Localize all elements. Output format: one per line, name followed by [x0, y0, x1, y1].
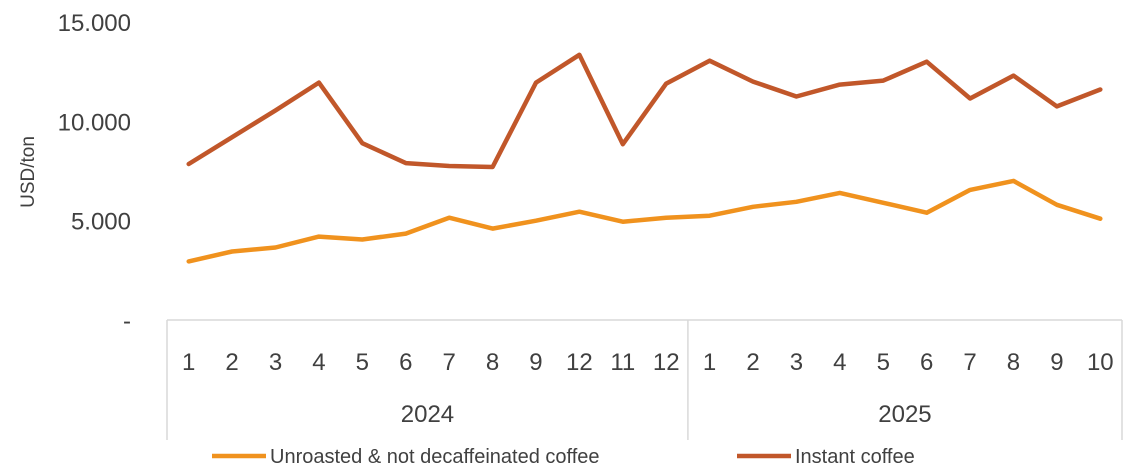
x-tick-label: 4 [312, 349, 325, 376]
y-axis-ticks: - 5.000 10.000 15.000 [58, 10, 131, 335]
x-tick-label: 6 [920, 349, 933, 376]
x-group-label: 2024 [401, 401, 454, 428]
x-tick-label: 12 [566, 349, 593, 376]
y-axis-label: USD/ton [18, 136, 39, 208]
x-tick-label: 7 [442, 349, 455, 376]
series-line-2 [186, 52, 1103, 170]
x-tick-label: 4 [833, 349, 846, 376]
y-tick-label: 5.000 [71, 209, 131, 236]
series-lines [186, 52, 1103, 264]
x-tick-label: 10 [1087, 349, 1114, 376]
x-tick-label: 8 [1007, 349, 1020, 376]
x-tick-label: 9 [1050, 349, 1063, 376]
x-tick-label: 1 [182, 349, 195, 376]
x-tick-label: 7 [963, 349, 976, 376]
x-tick-label: 1 [703, 349, 716, 376]
x-tick-label: 3 [269, 349, 282, 376]
series-line-1 [186, 178, 1103, 264]
legend-label: Unroasted & not decaffeinated coffee [270, 446, 600, 466]
x-tick-label: 5 [877, 349, 890, 376]
x-tick-label: 8 [486, 349, 499, 376]
y-tick-label: 15.000 [58, 10, 131, 37]
x-tick-label: 3 [790, 349, 803, 376]
legend: Unroasted & not decaffeinated coffee Inst… [212, 446, 915, 466]
legend-label: Instant coffee [795, 446, 915, 466]
y-tick-label: 10.000 [58, 109, 131, 136]
x-tick-label: 2 [746, 349, 759, 376]
x-tick-label: 2 [225, 349, 238, 376]
y-tick-label: - [123, 308, 131, 335]
x-tick-label: 12 [653, 349, 680, 376]
x-tick-label: 9 [529, 349, 542, 376]
x-tick-label: 5 [356, 349, 369, 376]
x-group-label: 2025 [878, 401, 931, 428]
x-tick-label: 6 [399, 349, 412, 376]
x-tick-label: 11 [610, 349, 635, 376]
